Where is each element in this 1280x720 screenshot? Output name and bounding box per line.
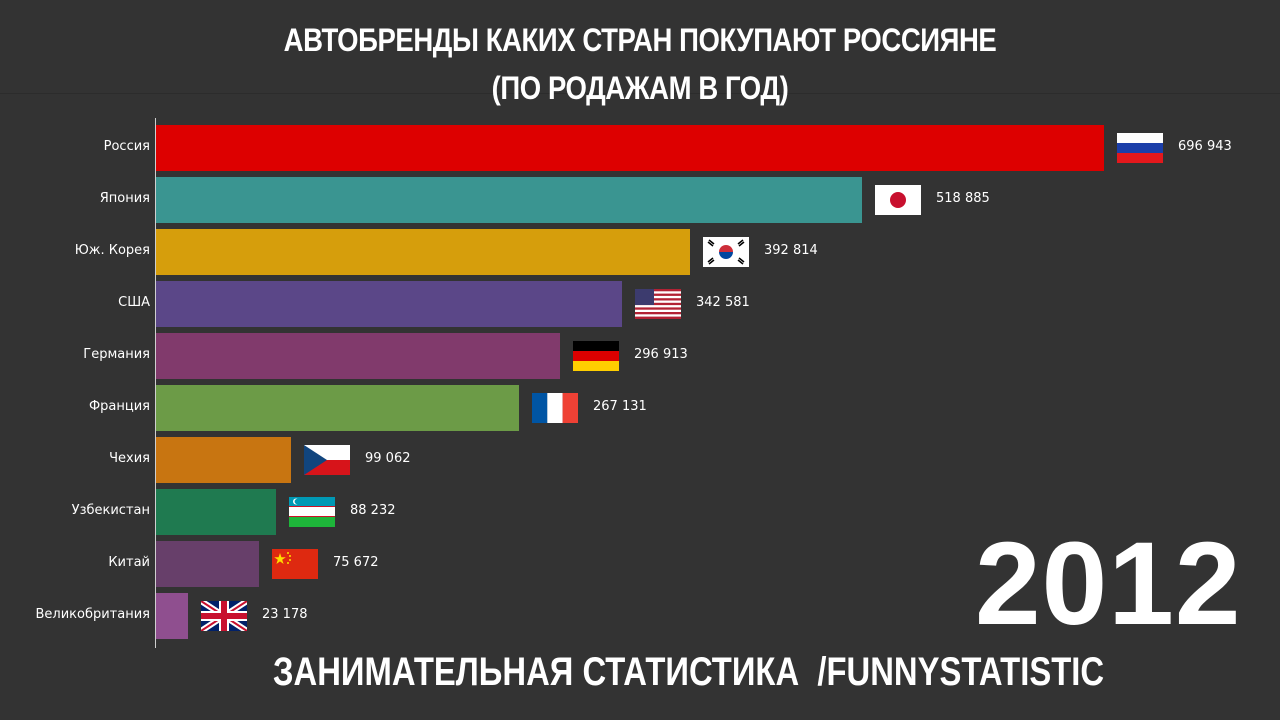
category-label: Россия xyxy=(103,139,150,154)
germany-flag-icon xyxy=(573,341,619,371)
category-label: США xyxy=(118,295,150,310)
russia-flag-icon xyxy=(1117,133,1163,163)
value-label: 75 672 xyxy=(333,555,379,570)
south-korea-flag-icon xyxy=(703,237,749,267)
bar xyxy=(156,281,622,327)
value-label: 99 062 xyxy=(365,451,411,466)
value-label: 518 885 xyxy=(936,191,990,206)
category-label: Великобритания xyxy=(35,607,150,622)
y-axis-line xyxy=(155,118,156,648)
bar xyxy=(156,229,690,275)
bar xyxy=(156,125,1104,171)
chart-subtitle: (ПО РОДАЖАМ В ГОД) xyxy=(491,70,789,106)
value-label: 696 943 xyxy=(1178,139,1232,154)
bar xyxy=(156,177,862,223)
bar xyxy=(156,489,276,535)
category-label: Германия xyxy=(83,347,150,362)
uk-flag-icon xyxy=(201,601,247,631)
france-flag-icon xyxy=(532,393,578,423)
japan-flag-icon xyxy=(875,185,921,215)
china-flag-icon xyxy=(272,549,318,579)
bar xyxy=(156,593,188,639)
uzbekistan-flag-icon xyxy=(289,497,335,527)
chart-title: АВТОБРЕНДЫ КАКИХ СТРАН ПОКУПАЮТ РОССИЯНЕ xyxy=(283,22,997,58)
bar xyxy=(156,437,291,483)
usa-flag-icon xyxy=(635,289,681,319)
category-label: Китай xyxy=(108,555,150,570)
category-label: Юж. Корея xyxy=(74,243,150,258)
value-label: 342 581 xyxy=(696,295,750,310)
year-label: 2012 xyxy=(975,518,1242,650)
category-label: Япония xyxy=(99,191,150,206)
value-label: 267 131 xyxy=(593,399,647,414)
bar xyxy=(156,541,259,587)
value-label: 392 814 xyxy=(764,243,818,258)
czechia-flag-icon xyxy=(304,445,350,475)
bar xyxy=(156,385,519,431)
value-label: 23 178 xyxy=(262,607,308,622)
category-label: Узбекистан xyxy=(71,503,150,518)
footer-caption: ЗАНИМАТЕЛЬНАЯ СТАТИСТИКА /FUNNYSTATISTIC xyxy=(273,650,1105,694)
value-label: 296 913 xyxy=(634,347,688,362)
bar xyxy=(156,333,560,379)
value-label: 88 232 xyxy=(350,503,396,518)
category-label: Чехия xyxy=(109,451,150,466)
category-label: Франция xyxy=(88,399,150,414)
top-divider xyxy=(0,93,1280,94)
